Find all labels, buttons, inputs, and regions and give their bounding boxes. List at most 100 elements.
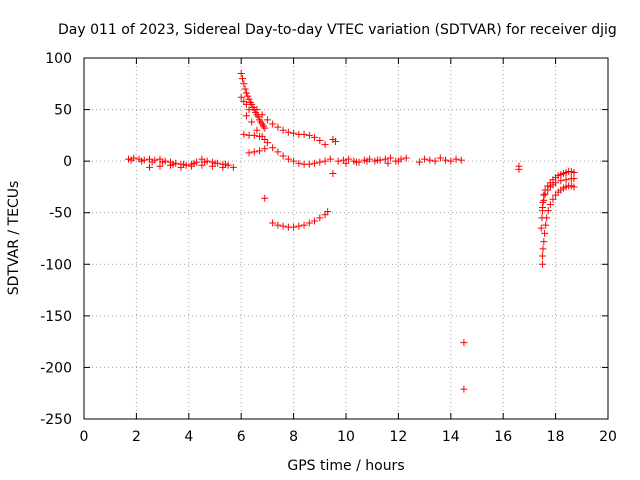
data-point [279,222,287,230]
x-tick-label: 16 [494,429,512,445]
data-point [237,69,245,77]
data-point [546,200,554,208]
data-point [384,159,392,167]
data-point [198,161,206,169]
data-point [345,155,353,163]
x-tick-label: 20 [599,429,617,445]
x-tick-label: 12 [389,429,407,445]
data-point [394,157,402,165]
data-point [256,132,264,140]
data-point [460,385,468,393]
y-axis-label: SDTVAR / TECUs [6,181,22,296]
data-point [177,163,185,171]
data-point [256,147,264,155]
data-point [269,120,277,128]
x-tick-label: 18 [547,429,565,445]
data-point [570,175,578,183]
data-point [138,157,146,165]
y-tick-label: -150 [40,309,72,325]
data-point [549,195,557,203]
data-point [187,162,195,170]
data-point [332,138,340,146]
data-point [415,158,423,166]
data-point [241,85,249,93]
data-point [342,159,350,167]
data-point [537,224,545,232]
data-points [125,69,578,393]
data-point [562,176,570,184]
data-point [166,161,174,169]
y-tick-labels: 100 50 0 -50 -100 -150 -200 -250 [40,51,72,428]
y-tick-label: -100 [40,257,72,273]
data-point [541,186,549,194]
data-point [263,116,271,124]
data-point [269,144,277,152]
data-point [156,162,164,170]
y-tick-label: -250 [40,412,72,428]
data-point [295,159,303,167]
y-tick-label: 100 [45,51,72,67]
data-point [381,155,389,163]
x-tick-label: 0 [80,429,89,445]
data-point [284,128,292,136]
data-point [127,156,135,164]
data-point [250,148,258,156]
data-point [570,168,578,176]
data-point [253,106,261,114]
data-point [460,339,468,347]
data-point [300,221,308,229]
data-point [159,158,167,166]
data-point [219,163,227,171]
y-tick-label: 50 [54,103,72,119]
data-point [363,157,371,165]
data-point [290,129,298,137]
data-point [148,158,156,166]
data-point [245,95,253,103]
data-point [539,245,547,253]
data-point [326,155,334,163]
data-point [542,221,550,229]
data-point [352,158,360,166]
data-point [426,156,434,164]
data-point [229,163,237,171]
data-point [515,165,523,173]
data-point [239,75,247,83]
data-point [457,156,465,164]
data-point [305,219,313,227]
data-point [284,155,292,163]
data-point [321,141,329,149]
data-point [311,217,319,225]
x-tick-label: 4 [184,429,193,445]
data-point [300,130,308,138]
data-point [242,89,250,97]
x-tick-label: 6 [237,429,246,445]
data-point [311,159,319,167]
data-point [557,177,565,185]
x-tick-label: 2 [132,429,141,445]
data-point [261,145,269,153]
data-point [305,131,313,139]
data-point [240,80,248,88]
x-axis-label: GPS time / hours [287,458,404,474]
data-point [540,191,548,199]
data-point [261,124,269,132]
grid [84,58,608,419]
data-point [539,252,546,260]
data-point [538,214,546,222]
x-tick-label: 10 [337,429,355,445]
data-point [402,154,410,162]
data-point [244,92,252,100]
data-point [261,135,269,143]
y-tick-label: 0 [63,154,72,170]
data-point [316,137,324,145]
data-point [539,260,546,268]
x-tick-label: 8 [289,429,298,445]
data-point [242,112,250,120]
data-point [387,154,395,162]
data-point [242,100,250,108]
data-point [539,198,547,206]
data-point [245,149,253,157]
data-point [442,156,450,164]
data-point [324,208,332,216]
